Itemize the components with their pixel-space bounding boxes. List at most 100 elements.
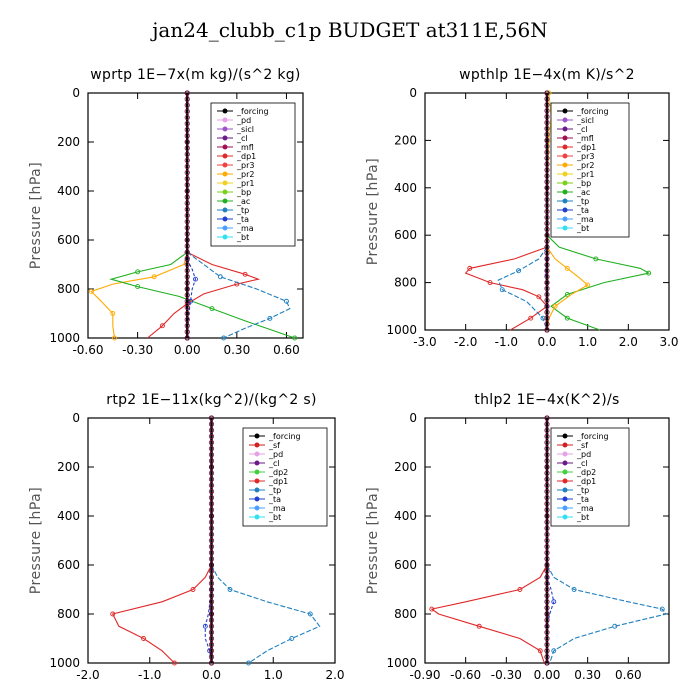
center-marker	[544, 268, 550, 274]
x-tick-label: 3.0	[659, 335, 678, 349]
legend-label-ma: _ma	[576, 504, 594, 513]
legend-label-dp1: _dp1	[576, 143, 596, 152]
series-line-ta	[186, 259, 197, 339]
center-marker	[208, 654, 215, 660]
legend-marker-forcing	[222, 108, 228, 114]
x-tick-label: 0.00	[174, 343, 201, 357]
center-marker	[544, 660, 550, 666]
legend-label-bt: _bt	[236, 233, 249, 242]
y-tick-label: 400	[394, 181, 417, 195]
x-tick-label: -0.60	[450, 668, 481, 682]
chart-panel-1: wprtp 1E−7x(m kg)/(s^2 kg) Pressure [hPa]…	[28, 67, 304, 357]
legend-label-tp: _tp	[576, 486, 589, 495]
center-marker	[184, 151, 190, 157]
center-marker	[544, 629, 550, 635]
center-marker	[184, 219, 190, 225]
series-marker-dp1	[242, 271, 248, 277]
y-axis-label: Pressure [hPa]	[365, 487, 381, 594]
center-marker	[184, 261, 190, 268]
series-marker-ac	[209, 306, 215, 312]
legend-label-dp1: _dp1	[576, 477, 596, 486]
legend-label-tp: _tp	[576, 197, 589, 206]
center-marker	[544, 208, 550, 215]
center-marker	[544, 102, 550, 108]
center-marker	[544, 458, 550, 464]
center-marker	[184, 225, 190, 231]
center-marker	[544, 321, 550, 327]
series-marker-tp	[307, 611, 313, 617]
legend-marker-pr2	[222, 171, 228, 177]
center-marker	[184, 212, 190, 219]
center-marker	[184, 274, 190, 280]
plot-frame	[87, 92, 304, 339]
center-marker	[544, 556, 550, 562]
center-marker	[208, 464, 215, 470]
legend-label-sf: _sf	[576, 441, 588, 450]
center-marker	[184, 317, 190, 323]
legend-marker-cl	[222, 135, 228, 141]
x-tick-label: 0.30	[574, 668, 601, 682]
center-marker	[184, 96, 190, 102]
series-marker-ta	[551, 599, 557, 605]
center-marker	[184, 176, 190, 182]
legend-marker-mfl	[222, 144, 228, 150]
legend-marker-pd	[562, 451, 568, 457]
center-marker	[208, 476, 215, 482]
center-marker	[544, 617, 550, 623]
center-marker	[544, 327, 550, 333]
legend-marker-ma	[562, 216, 568, 222]
legend-label-pr1: _pr1	[236, 179, 254, 188]
y-tick-label: 600	[57, 233, 80, 247]
center-marker	[544, 256, 550, 262]
legend-marker-cl	[562, 126, 568, 132]
center-marker	[544, 155, 550, 161]
series-marker-dp1	[487, 280, 493, 286]
series-marker-ac	[564, 292, 570, 297]
center-marker	[184, 292, 190, 298]
legend-label-sicl: _sicl	[576, 116, 594, 125]
center-marker	[208, 488, 215, 495]
center-marker	[544, 226, 550, 232]
center-marker	[184, 170, 190, 176]
series-marker-ac	[135, 284, 141, 289]
y-tick-label: 400	[394, 509, 417, 523]
center-marker	[544, 446, 550, 452]
x-tick-label: -0.30	[122, 343, 153, 357]
center-marker	[208, 599, 215, 605]
series-marker-dp1	[467, 265, 473, 271]
center-marker	[544, 439, 550, 446]
series-line-dp1	[111, 564, 212, 664]
center-marker	[544, 599, 550, 605]
series-marker-ta	[193, 276, 198, 282]
center-marker	[208, 586, 215, 593]
center-marker	[208, 660, 215, 666]
series-line-ac	[546, 234, 651, 331]
legend-label-pr2: _pr2	[576, 161, 594, 170]
series-line-tp	[497, 246, 548, 331]
center-marker	[184, 133, 190, 139]
series-marker-ac	[646, 270, 652, 276]
center-marker	[544, 648, 550, 654]
y-tick-label: 600	[394, 558, 417, 572]
center-marker	[544, 623, 550, 629]
center-marker	[208, 580, 215, 586]
legend-label-tp: _tp	[236, 206, 249, 215]
y-tick-label: 200	[394, 133, 417, 147]
center-marker	[208, 507, 215, 513]
center-marker	[208, 439, 215, 446]
legend-marker-bt	[562, 225, 568, 231]
series-marker-pr2	[88, 289, 94, 294]
legend-label-mfl: _mfl	[236, 143, 254, 152]
series-line-dp1	[147, 251, 261, 339]
series-marker-tp	[246, 660, 252, 666]
center-marker	[544, 550, 550, 556]
series-line-tp	[546, 564, 668, 664]
center-marker	[544, 544, 550, 550]
center-marker	[208, 593, 215, 599]
series-marker-dp1	[528, 315, 534, 321]
series-marker-pr2	[552, 303, 558, 309]
series-line-ac	[109, 251, 295, 339]
series-marker-tp	[516, 268, 521, 274]
center-marker	[184, 255, 190, 261]
x-tick-label: 0.30	[223, 343, 250, 357]
